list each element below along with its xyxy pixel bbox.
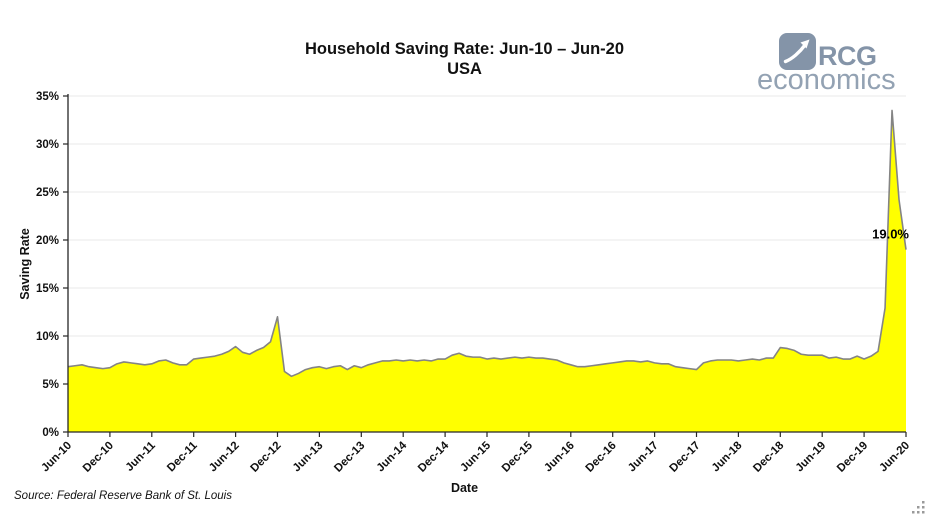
y-tick-label: 30% xyxy=(36,139,59,151)
x-tick-label: Dec-12 xyxy=(248,440,283,475)
x-tick-label: Dec-17 xyxy=(667,440,702,475)
x-tick-label: Jun-20 xyxy=(877,440,912,475)
x-tick-label: Jun-15 xyxy=(458,439,493,474)
logo-text-rcg: RCG xyxy=(818,41,877,71)
area-fill xyxy=(68,110,906,433)
x-tick-label: Jun-11 xyxy=(124,439,159,474)
y-tick-label: 25% xyxy=(36,187,59,199)
rcg-economics-logo: RCG economics xyxy=(757,33,907,96)
resize-grip-handle[interactable] xyxy=(909,499,927,515)
x-tick-label: Jun-13 xyxy=(291,440,326,475)
y-tick-label: 15% xyxy=(36,283,59,295)
x-tick-label: Jun-10 xyxy=(39,440,74,475)
x-tick-label: Jun-16 xyxy=(542,440,577,475)
x-tick-label: Jun-14 xyxy=(375,439,410,474)
y-tick-label: 20% xyxy=(36,235,59,247)
x-tick-label: Dec-15 xyxy=(500,439,536,475)
y-tick-label: 35% xyxy=(36,91,59,103)
logo-text-economics: economics xyxy=(757,64,896,96)
x-tick-label: Dec-14 xyxy=(416,439,452,475)
series-line xyxy=(67,109,907,378)
x-tick-label: Jun-12 xyxy=(207,440,242,475)
x-tick-label: Dec-11 xyxy=(165,439,200,474)
x-tick-label: Jun-17 xyxy=(626,440,661,475)
chart-title: Household Saving Rate: Jun-10 – Jun-20 xyxy=(304,40,625,58)
x-tick-label: Dec-18 xyxy=(751,439,787,475)
source-note: Source: Federal Reserve Bank of St. Loui… xyxy=(14,490,232,502)
y-tick-label: 10% xyxy=(36,331,59,343)
last-value-annotation: 19.0% xyxy=(872,227,909,242)
x-tick-label: Jun-19 xyxy=(794,440,829,475)
chart-subtitle: USA xyxy=(447,60,482,78)
x-tick-label: Dec-16 xyxy=(584,440,619,475)
x-tick-label: Jun-18 xyxy=(710,439,745,474)
logo-arrow-icon xyxy=(779,33,816,70)
x-axis-title: Date xyxy=(450,481,479,495)
y-tick-label: 5% xyxy=(42,379,59,391)
x-tick-label: Dec-19 xyxy=(835,440,870,475)
x-tick-label: Dec-10 xyxy=(81,440,116,475)
y-tick-label: 0% xyxy=(42,427,59,439)
x-tick-label: Dec-13 xyxy=(332,440,367,475)
